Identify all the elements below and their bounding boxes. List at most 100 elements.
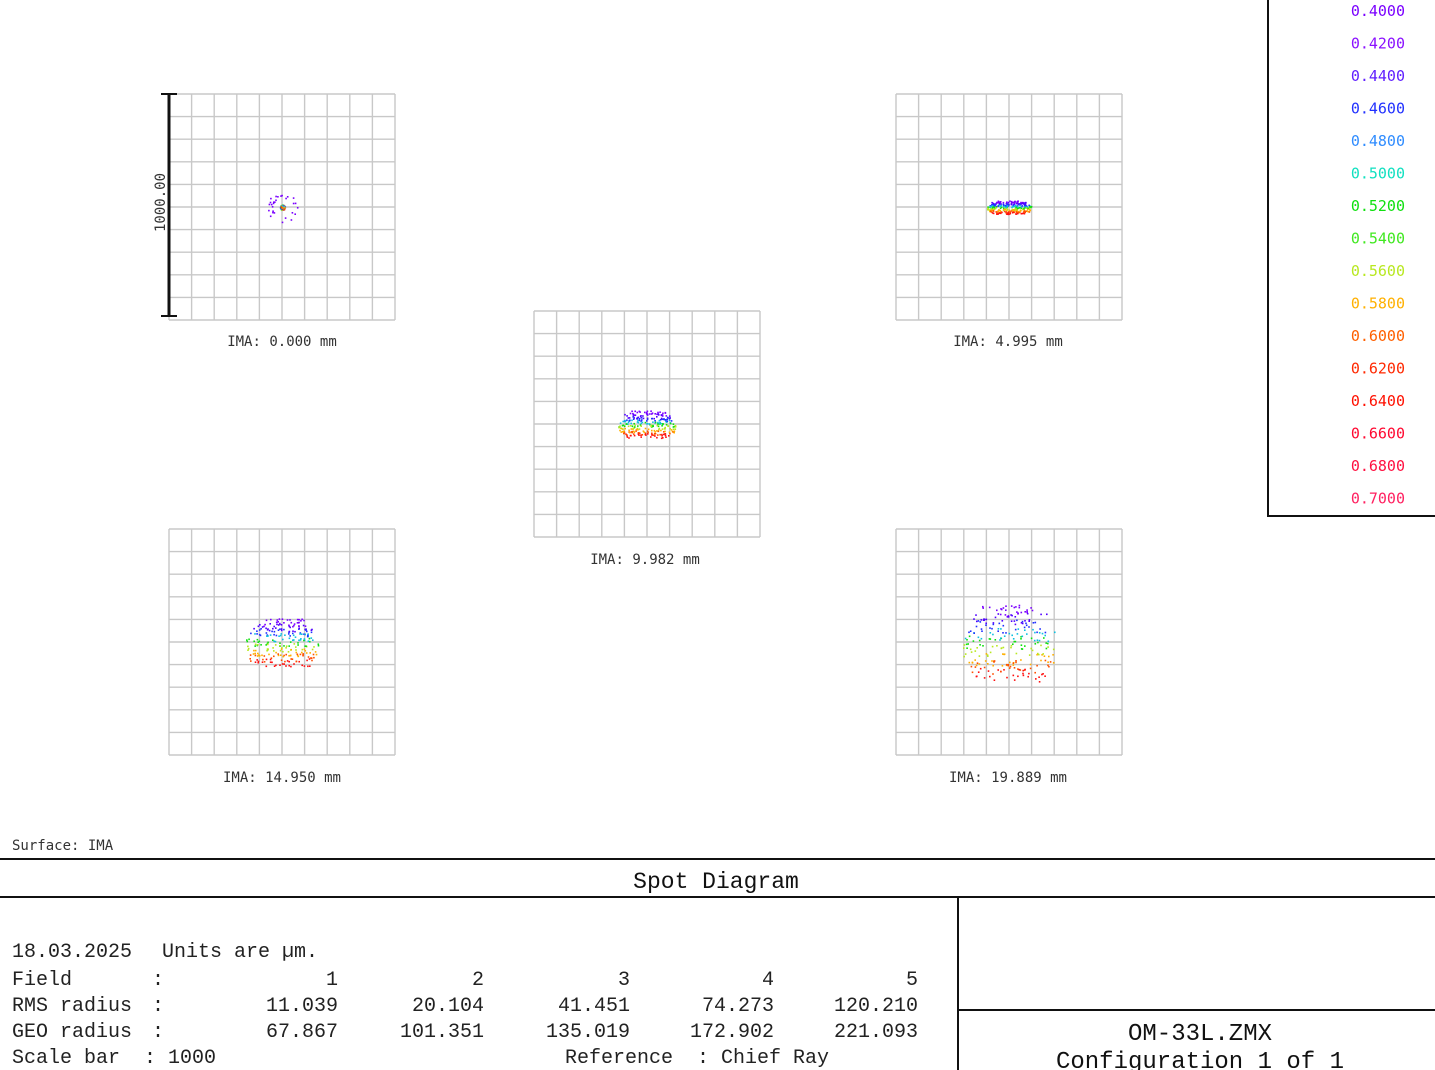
spot-point: [1047, 646, 1049, 648]
spot-point: [1016, 206, 1019, 208]
spot-point: [653, 429, 656, 432]
spot-point: [633, 414, 636, 417]
spot-point: [288, 637, 291, 640]
spot-point: [1014, 623, 1017, 626]
spot-point: [1025, 205, 1028, 207]
spot-point: [1007, 201, 1010, 204]
spot-point: [988, 606, 991, 609]
spot-point: [983, 677, 986, 679]
spot-point: [297, 642, 299, 644]
spot-point: [1044, 675, 1046, 677]
configuration-label: Configuration 1 of 1: [1056, 1049, 1344, 1070]
spot-point: [277, 653, 279, 655]
spot-point: [1020, 611, 1023, 614]
spot-point: [1021, 648, 1024, 650]
spot-point: [646, 418, 649, 421]
spot-point: [666, 421, 668, 423]
legend-wavelength: 0.4400: [1351, 67, 1405, 85]
spot-point: [309, 640, 311, 643]
spot-point: [654, 421, 657, 424]
spot-point: [265, 627, 267, 630]
spot-point: [999, 639, 1001, 641]
spot-point: [288, 633, 290, 635]
spot-point: [624, 419, 626, 422]
spot-point: [978, 663, 981, 665]
spot-point: [987, 670, 990, 672]
spot-point: [1047, 664, 1049, 667]
spot-point: [1038, 681, 1041, 683]
spot-point: [314, 651, 317, 653]
spot-point: [638, 419, 641, 422]
spot-point: [635, 428, 638, 431]
info-value: 20.104: [412, 995, 484, 1018]
spot-point: [283, 622, 285, 624]
spot-point: [970, 651, 973, 653]
spot-point: [310, 657, 313, 659]
spot-point: [1010, 614, 1012, 616]
spot-point: [1012, 643, 1014, 645]
spot-point: [257, 625, 260, 628]
spot-point: [283, 654, 285, 657]
spot-point: [305, 628, 307, 630]
spot-point: [1023, 204, 1026, 207]
spot-point: [1026, 611, 1028, 614]
spot-point: [664, 419, 666, 421]
spot-point: [974, 650, 977, 652]
spot-point: [1011, 208, 1013, 211]
spot-point: [1032, 628, 1034, 631]
spot-point: [664, 434, 667, 437]
spot-point: [293, 623, 296, 625]
spot-point: [982, 645, 984, 647]
spot-point: [292, 632, 294, 635]
spot-grid-4: [168, 528, 396, 756]
spot-point: [1022, 672, 1024, 675]
spot-point: [256, 633, 258, 635]
spot-point: [1017, 200, 1019, 202]
spot-point: [311, 648, 314, 651]
spot-point: [290, 665, 292, 668]
spot-point: [305, 645, 307, 647]
spot-point: [992, 209, 995, 211]
spot-point: [999, 207, 1002, 209]
spot-point: [1029, 667, 1032, 670]
spot-point: [261, 626, 264, 628]
spot-point: [641, 434, 644, 436]
spot-point: [631, 431, 633, 434]
spot-point: [647, 428, 650, 431]
spot-point: [1009, 661, 1011, 664]
spot-point: [1000, 628, 1002, 630]
spot-point: [1010, 644, 1013, 647]
spot-point: [1014, 616, 1017, 618]
spot-point: [292, 202, 295, 205]
spot-grid-3: [533, 310, 761, 538]
spot-point: [637, 433, 640, 435]
spot-point: [989, 206, 991, 208]
spot-point: [968, 631, 970, 634]
spot-point: [270, 618, 272, 621]
spot-point: [307, 640, 310, 642]
spot-point: [991, 212, 994, 214]
spot-point: [1030, 206, 1032, 208]
info-value: 41.451: [558, 995, 630, 1018]
spot-point: [991, 201, 993, 204]
spot-point: [1019, 204, 1021, 207]
spot-point: [1010, 203, 1013, 206]
spot-point: [668, 431, 671, 434]
spot-point: [308, 637, 311, 640]
spot-point: [1005, 211, 1007, 213]
spot-point: [1024, 611, 1026, 613]
spot-point: [665, 420, 667, 423]
spot-point: [637, 425, 639, 427]
spot-point: [1005, 605, 1007, 607]
spot-point: [632, 430, 635, 433]
spot-point: [624, 413, 626, 416]
spot-point: [672, 431, 674, 433]
spot-point: [627, 417, 630, 419]
spot-point: [1049, 661, 1052, 663]
spot-point: [275, 651, 277, 654]
spot-point: [1020, 644, 1023, 646]
scale-bar: [161, 93, 177, 317]
spot-point: [296, 618, 299, 621]
spot-point: [1028, 626, 1030, 628]
